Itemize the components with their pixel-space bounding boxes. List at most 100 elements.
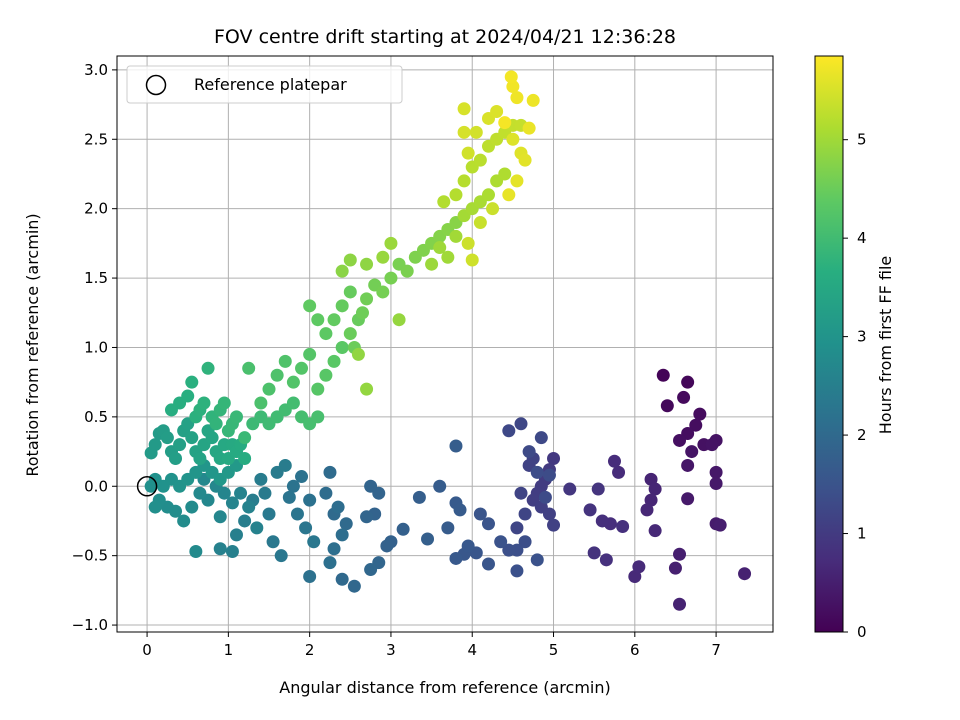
colorbar-tick-label: 1	[857, 525, 867, 543]
data-point	[148, 438, 162, 452]
data-point	[319, 327, 333, 341]
data-point	[392, 313, 406, 327]
data-point	[343, 253, 357, 267]
data-point	[242, 361, 256, 375]
data-point	[449, 551, 463, 565]
data-point	[311, 410, 325, 424]
data-point	[331, 500, 345, 514]
data-point	[563, 482, 577, 496]
data-point	[148, 500, 162, 514]
data-point	[425, 257, 439, 271]
data-point	[347, 579, 361, 593]
y-tick-label: −0.5	[72, 547, 108, 565]
data-point	[299, 521, 313, 535]
data-point	[286, 396, 300, 410]
data-point	[282, 490, 296, 504]
reference-platepar-marker	[136, 476, 158, 497]
data-point	[481, 557, 495, 571]
y-axis-ticks: −1.0 −0.5 0.0 0.5 1.0 1.5 2.0 2.5 3.0	[72, 61, 117, 634]
colorbar-tick-label: 2	[857, 426, 867, 444]
data-point	[262, 382, 276, 396]
data-point	[709, 476, 723, 490]
chart-title: FOV centre drift starting at 2024/04/21 …	[214, 26, 676, 48]
y-tick-label: 0.0	[84, 477, 108, 495]
data-point	[457, 174, 471, 188]
data-point	[185, 375, 199, 389]
y-tick-label: −1.0	[72, 616, 108, 634]
colorbar-label: Hours from first FF file	[876, 256, 895, 435]
data-point	[449, 439, 463, 453]
data-point	[185, 431, 199, 445]
data-point	[421, 532, 435, 546]
legend: Reference platepar	[126, 65, 403, 104]
data-point	[303, 347, 317, 361]
data-point	[213, 510, 227, 524]
data-point	[457, 102, 471, 116]
scatter-points	[144, 70, 752, 611]
data-point	[335, 264, 349, 278]
data-point	[628, 569, 642, 583]
data-point	[681, 458, 695, 472]
data-point	[364, 479, 378, 493]
y-tick-label: 3.0	[84, 61, 108, 79]
data-point	[433, 241, 447, 255]
y-tick-label: 1.5	[84, 269, 108, 287]
data-point	[400, 264, 414, 278]
data-point	[640, 503, 654, 517]
data-point	[510, 564, 524, 578]
data-point	[286, 479, 300, 493]
x-tick-label: 2	[305, 641, 315, 659]
x-tick-label: 5	[549, 641, 559, 659]
data-point	[461, 146, 475, 160]
data-point	[213, 542, 227, 556]
data-point	[319, 368, 333, 382]
data-point	[254, 396, 268, 410]
data-point	[319, 486, 333, 500]
data-point	[307, 535, 321, 549]
data-point	[339, 517, 353, 531]
data-point	[295, 361, 309, 375]
data-point	[486, 202, 500, 216]
data-point	[538, 490, 552, 504]
data-point	[587, 546, 601, 560]
colorbar-gradient	[814, 55, 844, 633]
data-point	[693, 407, 707, 421]
data-point	[185, 500, 199, 514]
data-point	[205, 431, 219, 445]
data-point	[685, 445, 699, 459]
data-point	[599, 553, 613, 567]
data-point	[441, 250, 455, 264]
data-point	[360, 382, 374, 396]
data-point	[644, 472, 658, 486]
data-point	[181, 389, 195, 403]
data-point	[242, 500, 256, 514]
data-point	[502, 424, 516, 438]
data-point	[323, 465, 337, 479]
data-point	[677, 390, 691, 404]
data-point	[502, 543, 516, 557]
data-point	[481, 188, 495, 202]
data-point	[335, 340, 349, 354]
x-tick-label: 3	[386, 641, 396, 659]
data-point	[490, 105, 504, 119]
data-point	[311, 313, 325, 327]
data-point	[547, 452, 561, 466]
data-point	[709, 465, 723, 479]
data-point	[343, 327, 357, 341]
data-point	[461, 539, 475, 553]
data-point	[225, 496, 239, 510]
data-point	[295, 470, 309, 484]
data-point	[197, 396, 211, 410]
data-point	[335, 572, 349, 586]
data-point	[323, 556, 337, 570]
data-point	[465, 253, 479, 267]
data-point	[303, 299, 317, 313]
data-point	[656, 368, 670, 382]
data-point	[433, 479, 447, 493]
data-point	[502, 188, 516, 202]
data-point	[469, 125, 483, 139]
data-point	[457, 125, 471, 139]
x-axis-ticks: 0 1 2 3 4 5 6 7	[142, 632, 721, 659]
y-tick-label: 2.5	[84, 130, 108, 148]
